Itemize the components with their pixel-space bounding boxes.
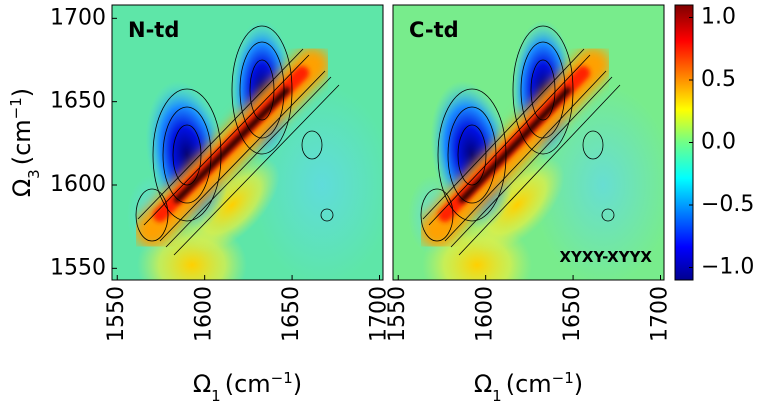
contour-line (137, 48, 304, 220)
panel-label: N-td (128, 18, 179, 42)
field-ridge (459, 87, 571, 203)
contour-line (159, 70, 326, 242)
label-symbol: Ω (474, 370, 492, 398)
x-tick-label: 1650 (279, 286, 304, 342)
label-subscript: 3 (25, 169, 43, 179)
contour-line (231, 25, 293, 155)
y-axis-label: Ω3 (cm−1) (7, 88, 43, 197)
x-tick-label: 1600 (473, 286, 498, 342)
contour-line (450, 76, 613, 248)
label-unit: (cm (506, 370, 552, 398)
colorbar-tick-label: 0.0 (701, 130, 736, 155)
contour-line (162, 106, 212, 204)
label-subscript: 1 (492, 387, 502, 405)
contour-line (422, 48, 585, 220)
contour-line (437, 88, 507, 222)
label-symbol: Ω (193, 370, 211, 398)
panel-label: C-td (409, 18, 459, 42)
contour-line (447, 106, 497, 204)
contour-line (601, 208, 615, 222)
label-superscript: −1 (552, 369, 574, 387)
x-tick-label: 1550 (385, 286, 410, 342)
contour-line (428, 54, 591, 226)
y-tick-label: 1700 (50, 5, 106, 30)
contour-line (458, 84, 621, 256)
y-tick-label: 1650 (50, 89, 106, 114)
x-tick-label: 1700 (648, 286, 673, 342)
contour-line (165, 76, 332, 248)
contour-line (320, 208, 334, 222)
x-axis-label: Ω1 (cm−1) (474, 369, 583, 405)
x-axis-label: Ω1 (cm−1) (193, 369, 302, 405)
y-tick-label: 1600 (50, 172, 106, 197)
colorbar-tick-label: −0.5 (701, 192, 754, 217)
label-unit: (cm (225, 370, 271, 398)
colorbar-tick-label: 0.5 (701, 67, 736, 92)
plot-frame (392, 4, 665, 281)
contour-line (457, 124, 487, 186)
label-unit: (cm (8, 119, 36, 165)
contour-line (135, 188, 169, 242)
plot-area (112, 5, 383, 280)
x-tick-label: 1650 (560, 286, 585, 342)
contour-line (512, 25, 574, 155)
plot-area (393, 5, 664, 280)
label-superscript: −1 (7, 97, 25, 119)
contour-line (239, 41, 285, 139)
y-tick-label: 1550 (50, 255, 106, 280)
field-region (469, 157, 565, 253)
x-tick-label: 1600 (192, 286, 217, 342)
label-superscript: −1 (271, 369, 293, 387)
label-symbol: Ω (8, 179, 36, 197)
contour-line (444, 70, 607, 242)
contour-line (530, 59, 556, 121)
label-unit-close: ) (574, 370, 583, 398)
annotation: XYXY-XYYX (559, 248, 652, 266)
label-subscript: 1 (211, 387, 221, 405)
contour-line (301, 130, 323, 160)
contour-line (582, 130, 604, 160)
label-unit-close: ) (8, 88, 36, 97)
colorbar-tick-label: 1.0 (701, 5, 736, 30)
contour-line (173, 84, 340, 256)
contour-line (172, 124, 202, 186)
contour-line (143, 54, 310, 226)
field-region (184, 157, 280, 253)
x-tick-label: 1700 (367, 286, 392, 342)
plot-frame (111, 4, 384, 281)
colorbar-tick-label: −1.0 (701, 255, 754, 280)
contour-line (152, 88, 222, 222)
field-ridge (174, 87, 290, 203)
contour-line (249, 59, 275, 121)
contour-line (420, 188, 454, 242)
x-tick-label: 1550 (104, 286, 129, 342)
label-unit-close: ) (293, 370, 302, 398)
